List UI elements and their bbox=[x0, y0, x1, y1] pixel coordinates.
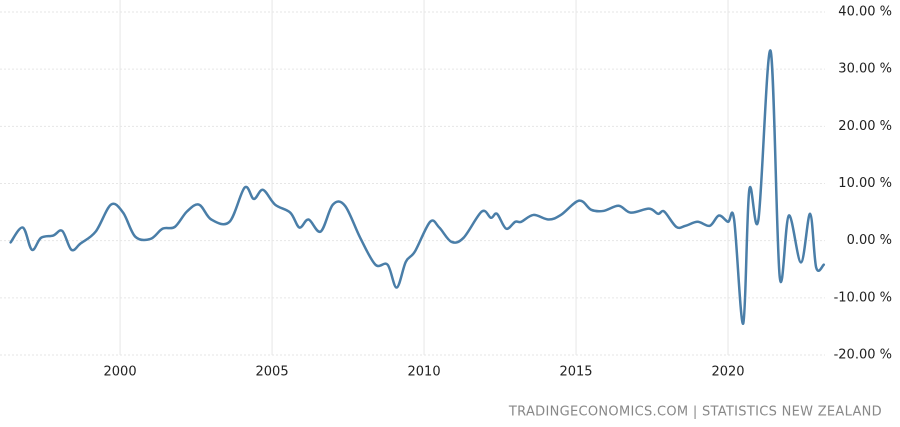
x-tick-label: 2000 bbox=[104, 365, 137, 380]
line-series bbox=[9, 49, 826, 325]
y-tick-label: -10.00 % bbox=[834, 290, 892, 305]
x-tick-label: 2005 bbox=[256, 365, 289, 380]
y-tick-label: 20.00 % bbox=[838, 119, 892, 134]
x-tick-label: 2010 bbox=[408, 365, 441, 380]
y-tick-label: 10.00 % bbox=[838, 176, 892, 191]
y-tick-label: 30.00 % bbox=[838, 62, 892, 77]
y-tick-label: 40.00 % bbox=[838, 5, 892, 20]
source: TRADINGECONOMICS.COM | STATISTICS NEW ZE… bbox=[508, 405, 882, 420]
y-tick-label: 0.00 % bbox=[847, 233, 892, 248]
x-tick-label: 2020 bbox=[711, 365, 744, 380]
x-tick-label: 2015 bbox=[559, 365, 592, 380]
y-tick-label: -20.00 % bbox=[834, 348, 892, 363]
